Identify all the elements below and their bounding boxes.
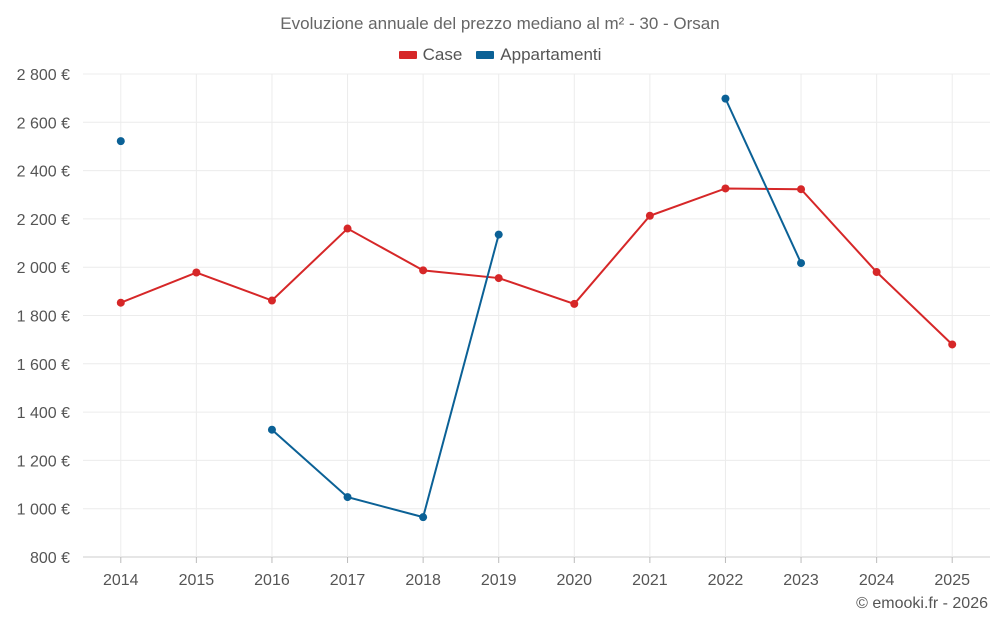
x-tick-label: 2024 <box>859 572 895 589</box>
legend: Case Appartamenti <box>0 45 1000 65</box>
legend-swatch-case <box>398 51 417 59</box>
legend-item-appartamenti[interactable]: Appartamenti <box>476 45 601 65</box>
y-tick-label: 2 000 € <box>17 260 70 277</box>
y-tick-label: 1 200 € <box>17 453 70 470</box>
y-tick-label: 1 000 € <box>17 502 70 519</box>
y-tick-label: 2 200 € <box>17 212 70 229</box>
x-tick-label: 2025 <box>934 572 970 589</box>
y-tick-label: 1 800 € <box>17 309 70 326</box>
y-tick-label: 800 € <box>30 550 70 567</box>
point-case-2023[interactable] <box>797 185 806 194</box>
x-tick-label: 2023 <box>783 572 819 589</box>
point-appartamenti-2018[interactable] <box>419 513 428 522</box>
point-case-2024[interactable] <box>872 268 881 277</box>
point-case-2016[interactable] <box>267 296 276 305</box>
point-case-2014[interactable] <box>116 298 125 307</box>
point-case-2017[interactable] <box>343 224 352 233</box>
point-case-2018[interactable] <box>419 266 428 275</box>
credit-text: © emooki.fr - 2026 <box>856 595 988 612</box>
point-appartamenti-2014[interactable] <box>116 137 125 146</box>
x-tick-label: 2016 <box>254 572 290 589</box>
series-line-appartamenti <box>271 234 500 519</box>
x-tick-label: 2019 <box>481 572 517 589</box>
legend-item-case[interactable]: Case <box>398 45 463 65</box>
point-appartamenti-2016[interactable] <box>267 425 276 434</box>
x-tick-label: 2022 <box>708 572 744 589</box>
point-case-2020[interactable] <box>570 299 579 308</box>
y-tick-label: 1 400 € <box>17 405 70 422</box>
point-appartamenti-2017[interactable] <box>343 493 352 502</box>
x-tick-label: 2021 <box>632 572 668 589</box>
legend-label-appartamenti: Appartamenti <box>500 45 602 64</box>
point-case-2025[interactable] <box>948 340 957 349</box>
point-case-2022[interactable] <box>721 184 730 193</box>
y-tick-label: 1 600 € <box>17 357 70 374</box>
point-case-2019[interactable] <box>494 274 503 283</box>
series-layer <box>116 94 957 522</box>
legend-label-case: Case <box>422 45 463 64</box>
x-tick-label: 2015 <box>179 572 215 589</box>
series-line-appartamenti <box>724 98 802 264</box>
x-tick-label: 2017 <box>330 572 366 589</box>
point-appartamenti-2019[interactable] <box>494 230 503 239</box>
point-appartamenti-2022[interactable] <box>721 94 730 103</box>
x-tick-label: 2018 <box>405 572 441 589</box>
chart-title: Evoluzione annuale del prezzo mediano al… <box>280 14 720 33</box>
point-case-2021[interactable] <box>645 211 654 220</box>
point-case-2015[interactable] <box>192 268 201 277</box>
point-appartamenti-2023[interactable] <box>797 259 806 268</box>
y-tick-label: 2 800 € <box>17 67 70 84</box>
axes: 800 € 1 000 € 1 200 € 1 400 € 1 600 € 1 800 €… <box>17 67 970 589</box>
grid-lines <box>83 73 990 558</box>
y-tick-label: 2 600 € <box>17 115 70 132</box>
series-line-case <box>120 187 953 346</box>
x-tick-label: 2014 <box>103 572 139 589</box>
legend-swatch-appartamenti <box>476 51 495 59</box>
x-tick-label: 2020 <box>556 572 592 589</box>
y-tick-label: 2 400 € <box>17 164 70 181</box>
